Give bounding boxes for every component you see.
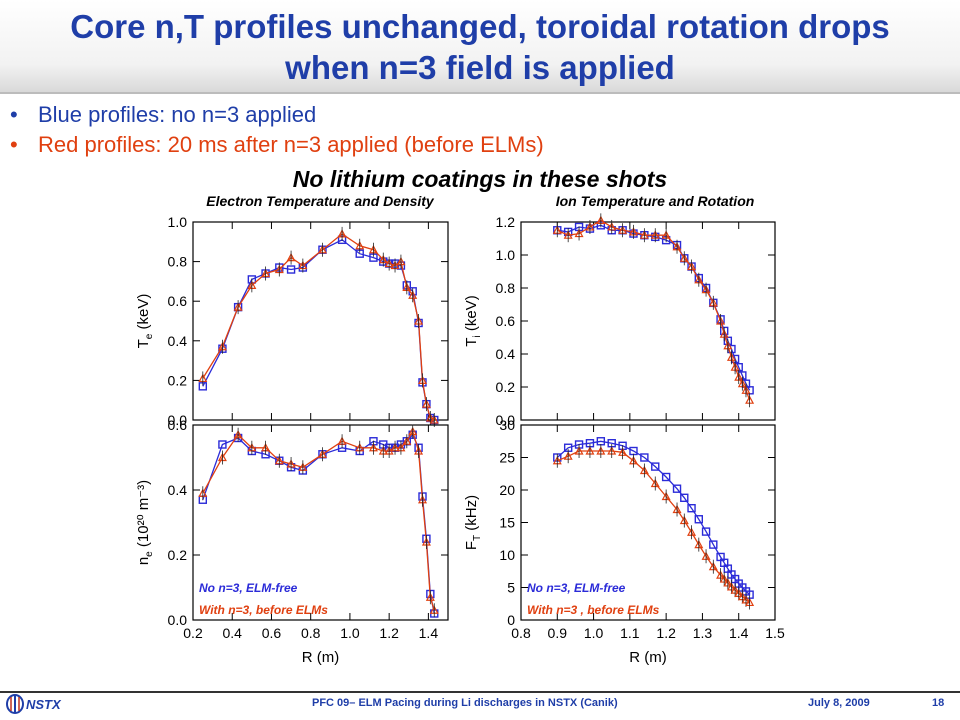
x-tick-label: 1.1 (620, 625, 640, 641)
legend-entry: With n=3 , before ELMs (527, 603, 660, 617)
bullet-item-blue: • Blue profiles: no n=3 applied (10, 102, 317, 127)
y-tick-label: 10 (499, 547, 515, 563)
x-tick-label: 1.5 (765, 625, 785, 641)
data-point-square (709, 540, 718, 549)
series-line (557, 224, 751, 391)
x-tick-label: 0.6 (262, 625, 282, 641)
plot-frame (192, 424, 449, 621)
y-tick-label: 0.4 (168, 482, 188, 498)
bullet-list: • Blue profiles: no n=3 applied • Red prof… (10, 100, 544, 160)
chart-title: Ion Temperature and Rotation (556, 193, 755, 209)
y-axis-label: Te (keV) (135, 294, 155, 349)
y-tick-label: 0 (507, 612, 515, 628)
y-axis-label: Ti (keV) (463, 295, 483, 346)
y-tick-label: 0.2 (168, 372, 188, 388)
data-point-square (680, 493, 689, 502)
data-point-square (687, 504, 696, 513)
legend-entry: No n=3, ELM-free (199, 581, 298, 595)
y-axis-label: FT (kHz) (463, 495, 483, 550)
y-tick-label: 0.6 (168, 293, 188, 309)
series-line (557, 219, 751, 401)
data-point-square (218, 440, 227, 449)
x-tick-label: 1.4 (729, 625, 749, 641)
x-tick-label: 0.8 (511, 625, 531, 641)
y-tick-label: 20 (499, 482, 515, 498)
data-point-square (661, 472, 671, 482)
x-axis-label: R (m) (302, 649, 340, 666)
x-axis-label: R (m) (629, 649, 667, 666)
y-axis-label: ne (10²⁰ m⁻³) (135, 480, 155, 565)
slide-title: Core n,T profiles unchanged, toroidal ro… (0, 6, 960, 88)
footer-page-number: 18 (932, 697, 945, 709)
logo-text: NSTX (26, 697, 62, 712)
x-tick-label: 0.4 (222, 625, 242, 641)
y-tick-label: 30 (499, 417, 515, 433)
x-tick-label: 0.2 (183, 625, 203, 641)
x-tick-label: 1.0 (584, 625, 604, 641)
subtitle: No lithium coatings in these shots (292, 166, 668, 192)
y-tick-label: 0.4 (496, 346, 516, 362)
footer-divider (0, 691, 960, 693)
x-tick-label: 0.8 (301, 625, 321, 641)
bullet-item-red: • Red profiles: 20 ms after n=3 applied (… (10, 132, 544, 157)
y-tick-label: 0.2 (496, 379, 516, 395)
plot-frame (192, 221, 449, 421)
x-tick-label: 1.2 (656, 625, 676, 641)
footer-date: July 8, 2009 (808, 697, 870, 709)
data-point-square (286, 265, 296, 274)
y-tick-label: 0.0 (168, 612, 188, 628)
x-tick-label: 1.3 (693, 625, 713, 641)
y-tick-label: 0.6 (168, 417, 188, 433)
legend-entry: No n=3, ELM-free (527, 581, 626, 595)
legend-entry: With n=3, before ELMs (199, 603, 328, 617)
data-point-square (701, 527, 711, 536)
y-tick-label: 0.0 (496, 412, 516, 428)
y-tick-label: 0.2 (168, 547, 188, 563)
title-line-1: Core n,T profiles unchanged, toroidal ro… (70, 8, 890, 45)
nstx-logo: NSTX (6, 694, 62, 714)
data-point-square (672, 484, 682, 493)
profiles-figure: Electron Temperature and Density0.00.20.… (135, 193, 785, 666)
y-tick-label: 0.0 (168, 412, 188, 428)
data-point-square (694, 515, 703, 524)
data-point-square (640, 453, 649, 462)
title-line-2: when n=3 field is applied (285, 49, 675, 86)
y-tick-label: 1.0 (496, 247, 516, 263)
x-tick-label: 1.0 (340, 625, 360, 641)
plot-frame (520, 221, 776, 421)
y-tick-label: 25 (499, 450, 515, 466)
y-tick-label: 15 (499, 515, 515, 531)
x-tick-label: 1.4 (419, 625, 439, 641)
footer-title: PFC 09– ELM Pacing during Li discharges … (312, 697, 618, 709)
y-tick-label: 0.6 (496, 313, 516, 329)
chart-title: Electron Temperature and Density (206, 193, 435, 209)
y-tick-label: 0.4 (168, 333, 188, 349)
y-tick-label: 1.2 (496, 214, 516, 230)
x-tick-label: 1.2 (379, 625, 399, 641)
series-line (202, 239, 435, 421)
y-tick-label: 0.8 (496, 280, 516, 296)
title-band (0, 0, 960, 94)
x-tick-label: 0.9 (548, 625, 568, 641)
y-tick-label: 0.8 (168, 254, 188, 270)
y-tick-label: 5 (507, 580, 515, 596)
bullet-text: Blue profiles: no n=3 applied (38, 102, 317, 127)
bullet-text: Red profiles: 20 ms after n=3 applied (b… (38, 132, 544, 157)
data-point-square (651, 462, 660, 471)
y-tick-label: 1.0 (168, 214, 188, 230)
